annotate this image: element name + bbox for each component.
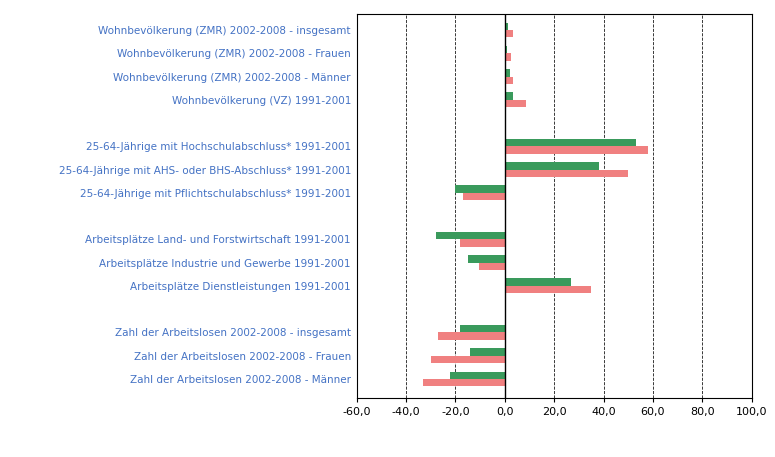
Bar (505, 139, 636, 146)
Bar (423, 379, 505, 387)
Bar (431, 356, 505, 363)
Bar (505, 22, 508, 30)
Bar (450, 372, 505, 379)
Bar (505, 278, 571, 286)
Bar (463, 193, 505, 200)
Bar (438, 332, 505, 340)
Legend: Wels, Oberösterreich: Wels, Oberösterreich (428, 453, 680, 457)
Bar (456, 186, 505, 193)
Bar (505, 146, 648, 154)
Bar (436, 232, 505, 239)
Bar (505, 286, 591, 293)
Bar (505, 170, 629, 177)
Bar (505, 76, 513, 84)
Bar (470, 348, 505, 356)
Bar (505, 162, 598, 170)
Bar (460, 325, 505, 332)
Bar (460, 239, 505, 247)
Bar (505, 46, 507, 53)
Bar (505, 100, 525, 107)
Bar (467, 255, 505, 263)
Bar (479, 263, 505, 270)
Bar (505, 53, 511, 61)
Bar (505, 69, 510, 76)
Bar (505, 92, 513, 100)
Bar (505, 30, 513, 37)
